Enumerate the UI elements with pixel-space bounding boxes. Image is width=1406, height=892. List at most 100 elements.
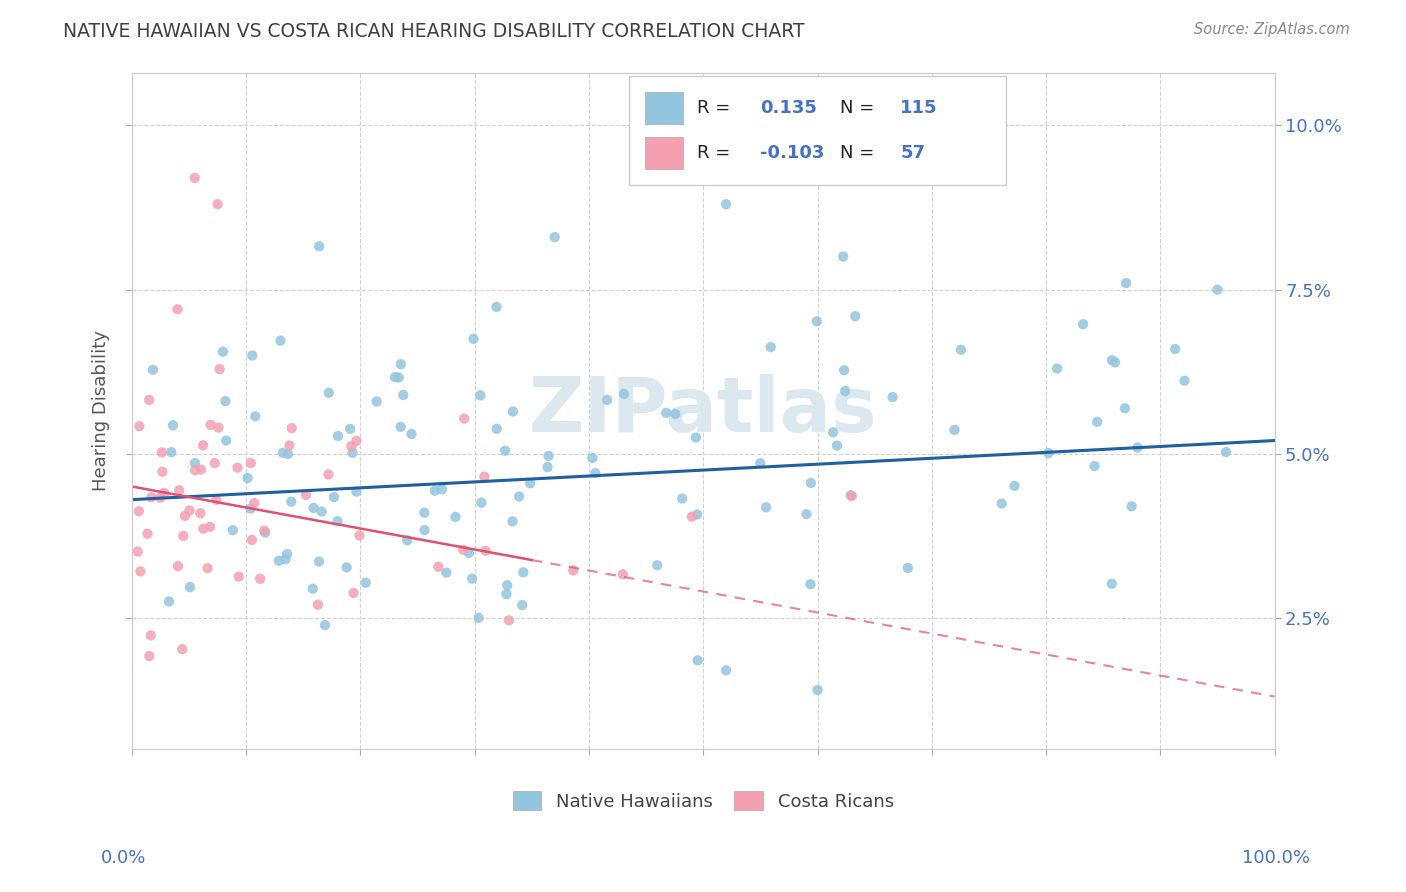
- Point: [162, 418, 184, 433]
- Point: [485, 300, 508, 314]
- Point: [686, 653, 709, 667]
- Text: ZIPatlas: ZIPatlas: [529, 374, 877, 448]
- Point: [318, 467, 340, 482]
- Text: -0.103: -0.103: [759, 144, 824, 161]
- Point: [253, 524, 276, 538]
- Point: [512, 566, 534, 580]
- Point: [388, 370, 411, 384]
- Point: [467, 611, 489, 625]
- Point: [150, 445, 173, 459]
- Point: [277, 447, 299, 461]
- Point: [806, 683, 828, 698]
- Point: [212, 344, 235, 359]
- Point: [519, 476, 541, 491]
- Point: [342, 586, 364, 600]
- Point: [128, 504, 150, 518]
- Point: [138, 648, 160, 663]
- Point: [714, 197, 737, 211]
- Point: [453, 411, 475, 425]
- Point: [179, 503, 201, 517]
- Point: [1046, 361, 1069, 376]
- Y-axis label: Hearing Disability: Hearing Disability: [93, 331, 110, 491]
- Point: [844, 309, 866, 323]
- Point: [413, 506, 436, 520]
- Text: 57: 57: [900, 144, 925, 161]
- Point: [498, 613, 520, 627]
- Point: [267, 554, 290, 568]
- Point: [336, 560, 359, 574]
- Point: [457, 546, 479, 560]
- Point: [396, 533, 419, 548]
- Point: [157, 594, 180, 608]
- Point: [307, 598, 329, 612]
- Point: [344, 434, 367, 448]
- Point: [239, 501, 262, 516]
- Point: [423, 483, 446, 498]
- Text: R =: R =: [697, 144, 735, 161]
- Point: [302, 500, 325, 515]
- Point: [1173, 374, 1195, 388]
- Point: [222, 523, 245, 537]
- Point: [434, 566, 457, 580]
- Point: [340, 439, 363, 453]
- Point: [141, 490, 163, 504]
- Point: [470, 496, 492, 510]
- Point: [451, 542, 474, 557]
- Point: [276, 547, 298, 561]
- Point: [249, 572, 271, 586]
- Point: [401, 426, 423, 441]
- Point: [173, 508, 195, 523]
- Point: [318, 385, 340, 400]
- Point: [1215, 445, 1237, 459]
- Point: [834, 384, 856, 398]
- Point: [172, 529, 194, 543]
- Point: [236, 471, 259, 485]
- Point: [339, 422, 361, 436]
- Point: [153, 486, 176, 500]
- Point: [1038, 446, 1060, 460]
- Point: [184, 463, 207, 477]
- Point: [823, 425, 845, 440]
- Point: [612, 567, 634, 582]
- Point: [308, 239, 330, 253]
- Point: [501, 514, 523, 528]
- Point: [510, 598, 533, 612]
- Point: [1206, 283, 1229, 297]
- Point: [427, 559, 450, 574]
- Point: [167, 559, 190, 574]
- Point: [430, 482, 453, 496]
- Point: [806, 314, 828, 328]
- Point: [714, 663, 737, 677]
- Point: [1101, 353, 1123, 368]
- Point: [495, 587, 517, 601]
- Point: [184, 456, 207, 470]
- Text: NATIVE HAWAIIAN VS COSTA RICAN HEARING DISABILITY CORRELATION CHART: NATIVE HAWAIIAN VS COSTA RICAN HEARING D…: [63, 22, 804, 41]
- Point: [179, 580, 201, 594]
- Point: [943, 423, 966, 437]
- Point: [882, 390, 904, 404]
- Point: [183, 171, 205, 186]
- Point: [1121, 500, 1143, 514]
- Point: [1101, 576, 1123, 591]
- Point: [193, 522, 215, 536]
- Point: [685, 431, 707, 445]
- Point: [243, 496, 266, 510]
- Point: [664, 407, 686, 421]
- Point: [326, 429, 349, 443]
- Text: 0.0%: 0.0%: [101, 849, 146, 867]
- Point: [278, 438, 301, 452]
- Point: [686, 508, 709, 522]
- Point: [389, 357, 412, 371]
- Point: [228, 569, 250, 583]
- Point: [1126, 441, 1149, 455]
- Point: [204, 456, 226, 470]
- Point: [274, 552, 297, 566]
- Point: [314, 618, 336, 632]
- Point: [645, 558, 668, 573]
- Point: [671, 491, 693, 506]
- Point: [463, 332, 485, 346]
- Point: [191, 438, 214, 452]
- Point: [280, 494, 302, 508]
- Point: [655, 406, 678, 420]
- Point: [596, 392, 619, 407]
